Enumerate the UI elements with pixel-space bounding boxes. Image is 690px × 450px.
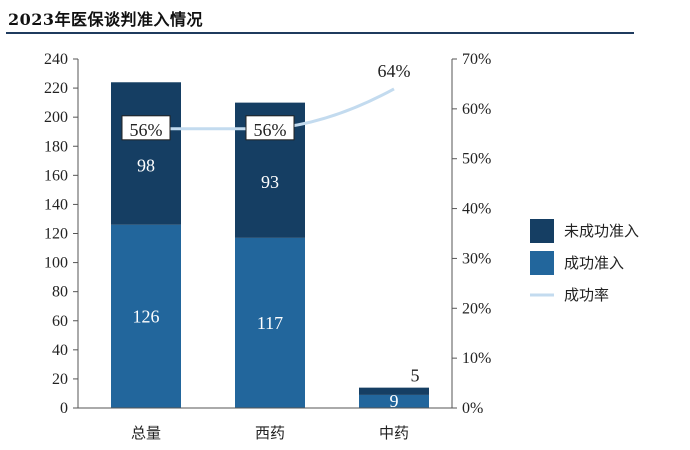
bar-unsuccessful-label: 93 [261,172,279,192]
bar-successful [235,237,305,408]
left-tick-label: 40 [52,342,68,359]
right-tick-label: 30% [462,250,491,267]
left-tick-label: 240 [44,51,68,68]
category-label: 总量 [131,424,161,442]
left-y-axis: 0 20 40 60 80 100 120 140 160 180 200 220 240 [44,51,79,417]
rate-label-box [245,115,295,141]
bar-successful-label: 117 [257,313,283,333]
right-tick-label: 10% [462,350,491,367]
left-tick-label: 60 [52,313,68,330]
bar-unsuccessful-label: 98 [137,156,155,176]
x-axis: 总量 西药 中药 [78,407,452,442]
left-tick-label: 180 [44,138,68,155]
bar-unsuccessful [111,82,181,225]
bar-unsuccessful-label: 5 [411,366,420,386]
bar-successful-label: 9 [390,391,399,411]
right-tick-label: 20% [462,300,491,317]
category-label: 西药 [255,424,285,442]
legend-swatch [530,219,554,243]
bar-successful-label: 126 [133,306,160,326]
chart-title: 2023年医保谈判准入情况 [8,10,204,29]
left-tick-label: 140 [44,196,68,213]
right-y-axis: 0% 10% 20% 30% 40% 50% 60% 70% [451,51,491,417]
rate-label: 56% [254,120,287,140]
right-tick-label: 40% [462,201,491,218]
legend-swatch [530,251,554,275]
right-tick-label: 70% [462,51,491,68]
right-tick-label: 60% [462,101,491,118]
left-tick-label: 220 [44,80,68,97]
category-label: 中药 [379,424,409,442]
left-tick-label: 100 [44,255,68,272]
left-tick-label: 200 [44,109,68,126]
left-tick-label: 0 [60,400,68,417]
title-rule [6,32,634,34]
rate-line: 56% 56% 64% [121,61,411,141]
legend-label: 成功准入 [564,254,624,272]
bar-unsuccessful [359,387,429,395]
rate-label-box [121,115,171,141]
legend-label: 未成功准入 [564,222,639,240]
rate-label: 64% [378,61,411,81]
right-tick-label: 0% [462,400,483,417]
left-tick-label: 80 [52,284,68,301]
bar-successful [359,394,429,408]
left-tick-label: 120 [44,226,68,243]
bars: 126 98 117 93 95 [111,82,429,411]
left-tick-label: 20 [52,371,68,388]
bar-successful [111,224,181,408]
right-tick-label: 50% [462,151,491,168]
left-tick-label: 160 [44,167,68,184]
legend-label: 成功率 [564,286,609,304]
rate-label: 56% [130,120,163,140]
